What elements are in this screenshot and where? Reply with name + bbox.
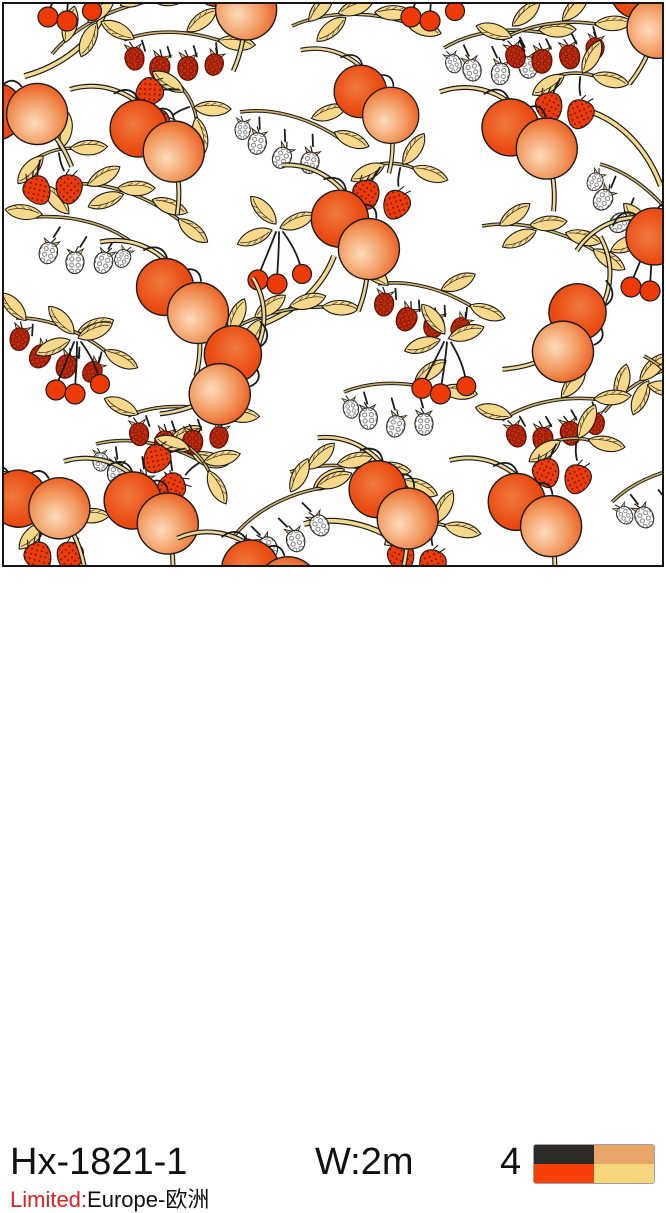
swatch-color-2 — [594, 1145, 654, 1164]
product-code: Hx-1821-1 — [10, 1141, 188, 1183]
cherry-motif — [33, 301, 115, 404]
swatch-color-4 — [594, 1164, 654, 1183]
colorway-palette — [533, 1144, 655, 1184]
peach-pair-motif — [440, 73, 586, 225]
peach-pair-motif — [449, 452, 584, 565]
peach-pair-motif — [263, 164, 409, 316]
limited-label: Limited: — [10, 1187, 88, 1212]
width-spec: W:2m — [315, 1141, 414, 1183]
white-raspberry-motif — [338, 349, 481, 444]
limited-region-value: Europe-欧洲 — [87, 1187, 210, 1212]
swatch-color-3 — [534, 1164, 594, 1183]
cherry-motif — [235, 191, 317, 294]
colorway-count: 4 — [500, 1141, 522, 1183]
fruit-pattern-artwork — [4, 4, 662, 565]
leaf-branch-motif — [290, 4, 447, 62]
product-info-bar: Hx-1821-1 W:2m 4 Limited:Europe-欧洲 — [0, 567, 666, 1212]
swatch-color-1 — [534, 1145, 594, 1164]
fabric-pattern-preview — [2, 2, 664, 567]
limited-region-line: Limited:Europe-欧洲 — [10, 1187, 209, 1213]
pattern-motifs — [4, 4, 662, 565]
